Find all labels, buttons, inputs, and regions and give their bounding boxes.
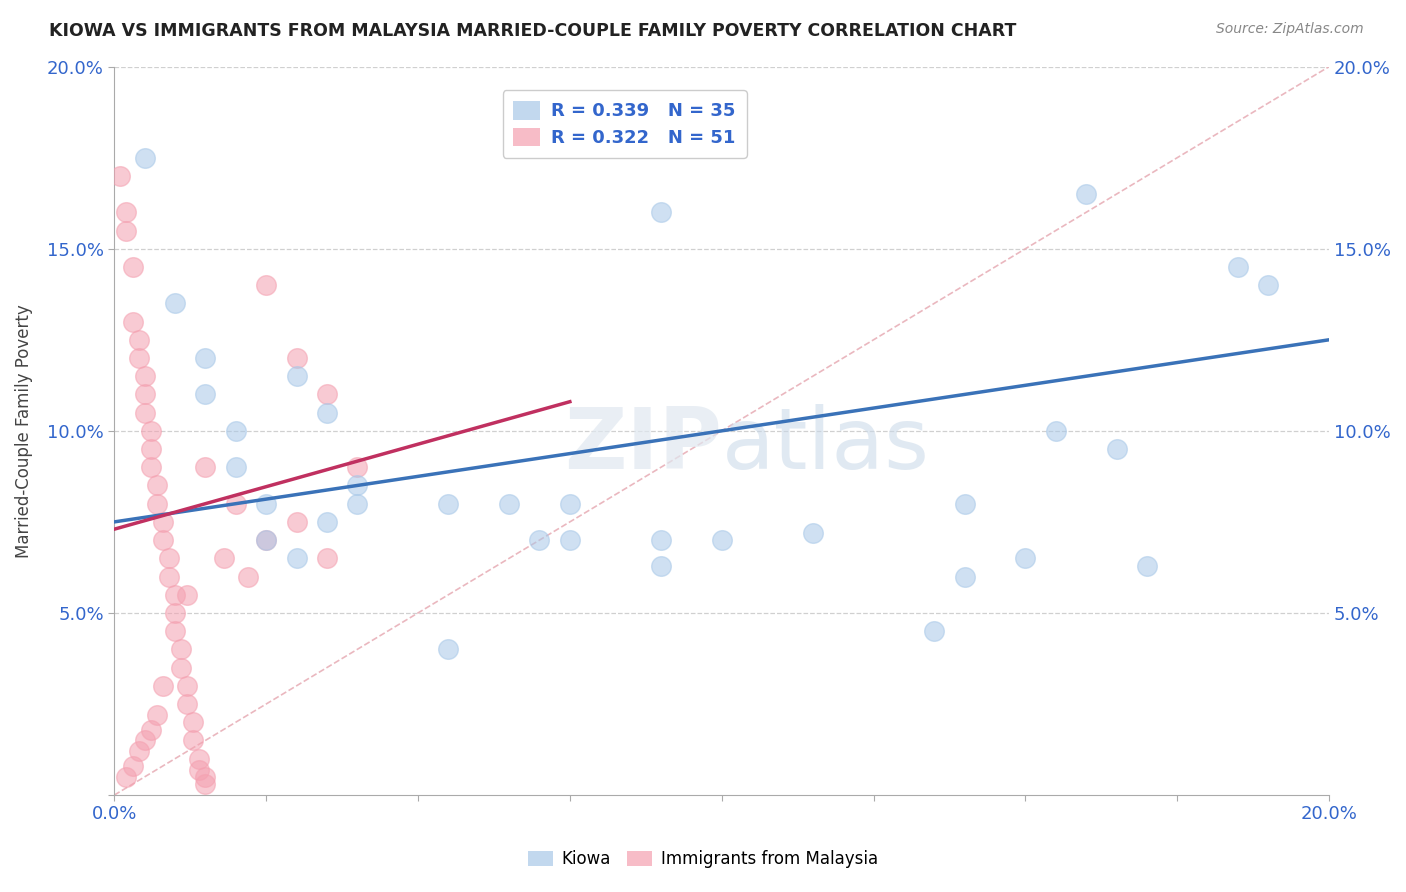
- Immigrants from Malaysia: [139, 460, 162, 475]
- Kiowa: [1257, 278, 1279, 293]
- Immigrants from Malaysia: [236, 569, 259, 583]
- Immigrants from Malaysia: [139, 424, 162, 438]
- Kiowa: [194, 387, 217, 401]
- Immigrants from Malaysia: [157, 569, 180, 583]
- Immigrants from Malaysia: [170, 642, 193, 657]
- Immigrants from Malaysia: [188, 763, 211, 777]
- Immigrants from Malaysia: [194, 460, 217, 475]
- Immigrants from Malaysia: [115, 223, 138, 237]
- Immigrants from Malaysia: [176, 588, 198, 602]
- Immigrants from Malaysia: [346, 460, 368, 475]
- Kiowa: [346, 497, 368, 511]
- Immigrants from Malaysia: [316, 387, 339, 401]
- Kiowa: [529, 533, 551, 547]
- Immigrants from Malaysia: [146, 497, 169, 511]
- Immigrants from Malaysia: [285, 351, 308, 365]
- Kiowa: [285, 551, 308, 566]
- Immigrants from Malaysia: [110, 169, 132, 183]
- Kiowa: [437, 642, 460, 657]
- Kiowa: [316, 515, 339, 529]
- Immigrants from Malaysia: [134, 733, 156, 747]
- Immigrants from Malaysia: [128, 351, 150, 365]
- Immigrants from Malaysia: [285, 515, 308, 529]
- Immigrants from Malaysia: [181, 715, 204, 730]
- Kiowa: [710, 533, 733, 547]
- Immigrants from Malaysia: [128, 333, 150, 347]
- Kiowa: [165, 296, 187, 310]
- Immigrants from Malaysia: [134, 369, 156, 384]
- Kiowa: [346, 478, 368, 492]
- Kiowa: [801, 525, 824, 540]
- Y-axis label: Married-Couple Family Poverty: Married-Couple Family Poverty: [15, 304, 32, 558]
- Kiowa: [650, 558, 672, 573]
- Immigrants from Malaysia: [316, 551, 339, 566]
- Immigrants from Malaysia: [121, 260, 143, 274]
- Kiowa: [498, 497, 520, 511]
- Immigrants from Malaysia: [128, 744, 150, 758]
- Legend: Kiowa, Immigrants from Malaysia: Kiowa, Immigrants from Malaysia: [522, 844, 884, 875]
- Immigrants from Malaysia: [194, 777, 217, 791]
- Immigrants from Malaysia: [121, 314, 143, 328]
- Immigrants from Malaysia: [176, 679, 198, 693]
- Immigrants from Malaysia: [152, 679, 174, 693]
- Immigrants from Malaysia: [115, 205, 138, 219]
- Immigrants from Malaysia: [157, 551, 180, 566]
- Immigrants from Malaysia: [165, 624, 187, 639]
- Immigrants from Malaysia: [181, 733, 204, 747]
- Immigrants from Malaysia: [134, 387, 156, 401]
- Kiowa: [558, 497, 581, 511]
- Kiowa: [924, 624, 946, 639]
- Kiowa: [316, 406, 339, 420]
- Immigrants from Malaysia: [152, 533, 174, 547]
- Text: KIOWA VS IMMIGRANTS FROM MALAYSIA MARRIED-COUPLE FAMILY POVERTY CORRELATION CHAR: KIOWA VS IMMIGRANTS FROM MALAYSIA MARRIE…: [49, 22, 1017, 40]
- Kiowa: [650, 533, 672, 547]
- Immigrants from Malaysia: [146, 707, 169, 722]
- Kiowa: [650, 205, 672, 219]
- Immigrants from Malaysia: [121, 759, 143, 773]
- Kiowa: [1045, 424, 1067, 438]
- Immigrants from Malaysia: [170, 660, 193, 674]
- Kiowa: [1105, 442, 1128, 456]
- Kiowa: [1227, 260, 1250, 274]
- Kiowa: [254, 497, 277, 511]
- Kiowa: [437, 497, 460, 511]
- Legend: R = 0.339   N = 35, R = 0.322   N = 51: R = 0.339 N = 35, R = 0.322 N = 51: [502, 90, 747, 158]
- Immigrants from Malaysia: [212, 551, 235, 566]
- Immigrants from Malaysia: [165, 606, 187, 620]
- Immigrants from Malaysia: [115, 770, 138, 784]
- Kiowa: [558, 533, 581, 547]
- Kiowa: [225, 424, 247, 438]
- Text: Source: ZipAtlas.com: Source: ZipAtlas.com: [1216, 22, 1364, 37]
- Text: ZIP: ZIP: [564, 404, 721, 487]
- Kiowa: [953, 497, 976, 511]
- Kiowa: [134, 151, 156, 165]
- Kiowa: [194, 351, 217, 365]
- Kiowa: [1076, 187, 1098, 202]
- Kiowa: [1014, 551, 1036, 566]
- Kiowa: [285, 369, 308, 384]
- Kiowa: [953, 569, 976, 583]
- Immigrants from Malaysia: [176, 697, 198, 711]
- Immigrants from Malaysia: [146, 478, 169, 492]
- Immigrants from Malaysia: [194, 770, 217, 784]
- Text: atlas: atlas: [721, 404, 929, 487]
- Kiowa: [225, 460, 247, 475]
- Immigrants from Malaysia: [152, 515, 174, 529]
- Immigrants from Malaysia: [134, 406, 156, 420]
- Immigrants from Malaysia: [139, 723, 162, 737]
- Immigrants from Malaysia: [254, 278, 277, 293]
- Immigrants from Malaysia: [254, 533, 277, 547]
- Immigrants from Malaysia: [139, 442, 162, 456]
- Immigrants from Malaysia: [188, 751, 211, 765]
- Kiowa: [1136, 558, 1159, 573]
- Immigrants from Malaysia: [165, 588, 187, 602]
- Immigrants from Malaysia: [225, 497, 247, 511]
- Kiowa: [254, 533, 277, 547]
